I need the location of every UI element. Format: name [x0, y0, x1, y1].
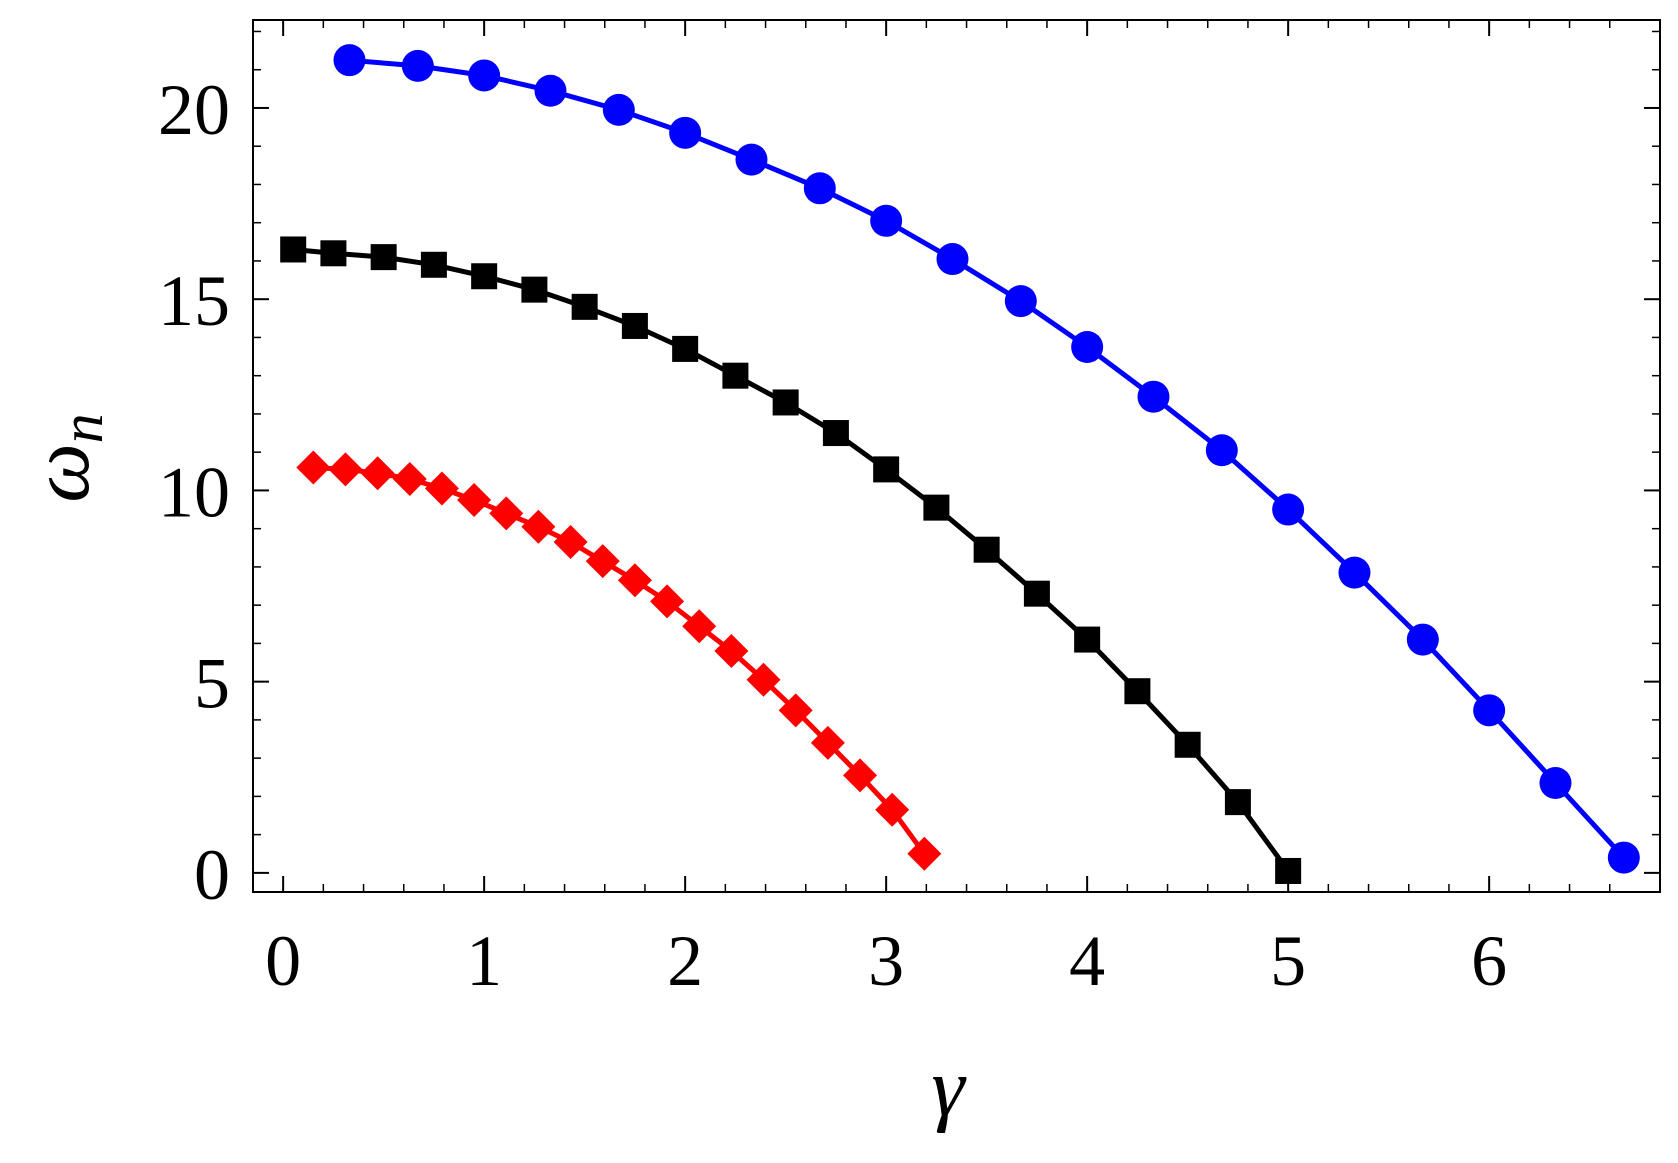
- data-point-diamond: [521, 509, 556, 544]
- y-tick-label: 15: [158, 261, 230, 341]
- data-point-circle: [1406, 623, 1439, 656]
- data-point-circle: [401, 49, 434, 82]
- data-point-circle: [870, 204, 903, 237]
- data-point-circle: [1071, 331, 1104, 363]
- data-point-circle: [602, 93, 635, 126]
- y-tick-label: 5: [194, 644, 230, 724]
- data-point-circle: [468, 59, 501, 92]
- data-point-diamond: [907, 836, 942, 871]
- data-point-square: [1074, 626, 1101, 653]
- data-point-square: [471, 263, 498, 290]
- data-point-circle: [1004, 285, 1037, 318]
- data-point-diamond: [746, 662, 781, 697]
- data-point-diamond: [682, 609, 717, 644]
- tick-labels-layer: 0 1 2 3 4 5 6 0 5 10 15 20: [158, 70, 1507, 1001]
- y-axis-label-main: ω: [14, 443, 107, 502]
- data-point-diamond: [714, 634, 749, 669]
- data-point-circle: [1205, 434, 1238, 467]
- x-tick-label: 4: [1069, 921, 1105, 1001]
- data-point-circle: [1539, 767, 1572, 799]
- plot-frame: [252, 19, 1661, 893]
- data-point-square: [280, 236, 307, 263]
- data-point-diamond: [810, 725, 845, 760]
- data-point-square: [973, 536, 1000, 563]
- data-point-square: [571, 293, 598, 320]
- data-point-square: [1224, 789, 1251, 816]
- data-point-square: [1023, 580, 1050, 607]
- data-point-square: [873, 456, 900, 483]
- data-point-diamond: [875, 792, 910, 827]
- data-point-circle: [333, 44, 366, 77]
- data-point-diamond: [617, 563, 652, 598]
- data-point-circle: [1607, 841, 1640, 874]
- data-point-diamond: [392, 461, 427, 496]
- y-tick-label: 20: [158, 70, 230, 150]
- x-tick-label: 1: [466, 921, 502, 1001]
- data-point-circle: [669, 116, 702, 149]
- x-tick-label: 6: [1471, 921, 1507, 1001]
- ticks-layer: [253, 20, 1660, 892]
- x-tick-label: 2: [667, 921, 703, 1001]
- y-axis-label-subscript: n: [49, 413, 115, 443]
- series-circle: [333, 44, 1640, 874]
- data-point-circle: [803, 172, 836, 205]
- y-tick-label: 0: [194, 835, 230, 915]
- data-point-square: [722, 362, 749, 389]
- data-point-diamond: [650, 584, 685, 619]
- data-point-square: [822, 420, 849, 447]
- data-point-diamond: [778, 693, 813, 728]
- plot-frame-layer: [252, 19, 1661, 893]
- x-tick-label: 3: [868, 921, 904, 1001]
- series-diamond: [296, 450, 942, 871]
- data-point-diamond: [585, 544, 620, 579]
- data-point-circle: [534, 74, 567, 107]
- data-point-diamond: [843, 758, 878, 793]
- data-point-diamond: [553, 525, 588, 560]
- data-point-square: [1275, 857, 1302, 884]
- data-point-diamond: [489, 496, 524, 531]
- x-tick-label: 0: [265, 921, 301, 1001]
- data-point-diamond: [328, 452, 363, 487]
- data-point-square: [320, 240, 347, 267]
- data-point-diamond: [457, 482, 492, 517]
- x-tick-label: 5: [1270, 921, 1306, 1001]
- data-point-circle: [1272, 493, 1305, 526]
- data-point-diamond: [424, 471, 459, 506]
- data-point-circle: [1473, 694, 1506, 727]
- series-square: [280, 236, 1302, 884]
- data-point-diamond: [360, 456, 395, 491]
- data-point-diamond: [296, 450, 331, 485]
- data-point-circle: [1338, 556, 1371, 589]
- data-point-square: [370, 244, 397, 271]
- data-point-square: [923, 494, 950, 521]
- y-axis-label: ωn: [14, 413, 115, 502]
- data-point-circle: [1137, 380, 1170, 413]
- data-point-circle: [735, 143, 768, 176]
- x-axis-label: γ: [931, 1041, 966, 1134]
- data-point-square: [420, 251, 447, 278]
- y-tick-label: 10: [158, 452, 230, 532]
- data-point-square: [772, 389, 799, 416]
- data-point-square: [521, 276, 548, 303]
- data-point-circle: [936, 243, 969, 276]
- data-point-square: [1174, 731, 1201, 758]
- data-point-square: [1124, 678, 1151, 705]
- data-point-square: [621, 312, 648, 339]
- series-layer: [280, 44, 1640, 884]
- data-point-square: [672, 335, 699, 362]
